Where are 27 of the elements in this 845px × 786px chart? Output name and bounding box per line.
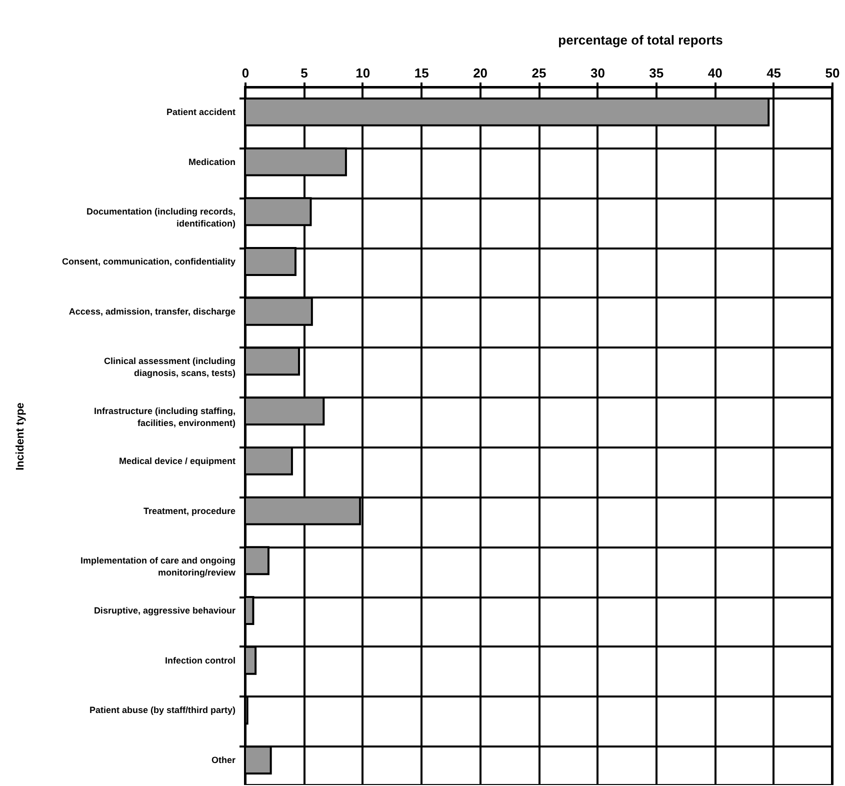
y-tick-label: Access, admission, transfer, discharge [68,306,236,316]
x-axis-title: percentage of total reports [558,32,723,48]
y-tick-label: Implementation of care and ongoing monitoring/review [80,556,236,578]
y-axis-title: Incident type [14,402,26,470]
x-tick-label: 45 [766,66,782,80]
x-tick-label: 0 [242,66,250,80]
x-tick-label: 20 [473,66,488,80]
y-tick-label: Infection control [165,655,236,666]
y-tick-label: Medication [188,156,236,167]
y-tick-label: Medical device / equipment [118,456,236,466]
y-tick-label: Clinical assessment (including diagnosis, scans, tests) [104,356,236,378]
x-tick-label: 15 [414,66,429,80]
y-tick-label: Documentation (including records, identification) [86,206,236,229]
x-tick-label: 5 [300,66,308,80]
y-tick-label: Other [211,755,236,766]
y-tick-label: Disruptive, aggressive behaviour [94,606,236,616]
x-tick-label: 30 [590,66,605,80]
y-tick-label: Patient accident [166,106,236,117]
y-tick-label: Infrastructure (including staffing, facilities, environment) [94,406,236,428]
y-tick-label: Consent, communication, confidentiality [62,256,236,266]
x-tick-label: 40 [708,66,722,80]
x-tick-label: 35 [649,66,664,80]
x-tick-label: 50 [825,66,840,80]
y-tick-label: Patient abuse (by staff/third party) [89,705,236,716]
x-tick-label: 25 [532,66,546,80]
x-tick-label: 10 [356,66,370,80]
y-tick-label: Treatment, procedure [143,506,236,516]
